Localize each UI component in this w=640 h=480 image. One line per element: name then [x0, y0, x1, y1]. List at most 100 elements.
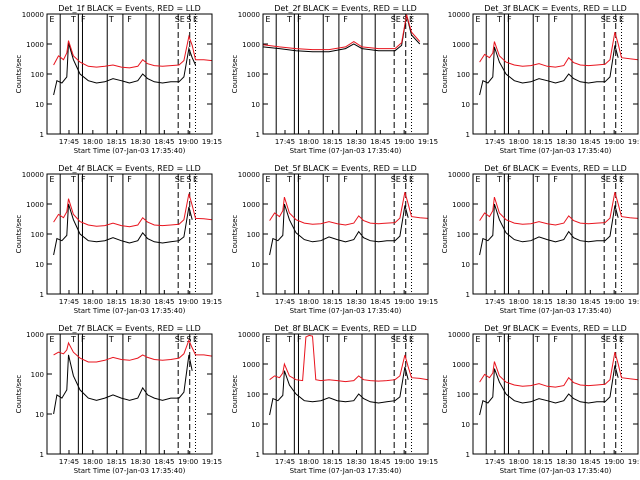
- interval-marker: E: [396, 15, 401, 24]
- y-axis-label: Counts/sec: [441, 375, 449, 414]
- lld-series-line: [53, 338, 213, 363]
- interval-marker: S: [175, 15, 180, 24]
- plot-frame: [46, 173, 213, 295]
- x-tick-label: 19:00: [604, 138, 624, 146]
- x-tick-label: 19:00: [394, 138, 414, 146]
- x-tick-label: 19:00: [178, 458, 198, 466]
- interval-marker: S: [175, 335, 180, 344]
- y-tick-label: 10000: [22, 11, 44, 19]
- panel-title: Det_4f BLACK = Events, RED = LLD: [58, 164, 201, 173]
- interval-marker: S: [402, 175, 407, 184]
- y-tick-label: 10: [461, 261, 470, 269]
- x-tick-label: 18:15: [323, 298, 343, 306]
- interval-marker: T: [324, 335, 330, 344]
- y-tick-label: 100: [247, 231, 260, 239]
- y-tick-label: 1000: [452, 361, 470, 369]
- y-tick-label: 1: [466, 131, 470, 139]
- x-tick-label: 19:15: [202, 298, 222, 306]
- x-axis-label: Start Time (07-Jan-03 17:35:40): [74, 467, 186, 475]
- interval-marker: F: [553, 335, 558, 344]
- plot-frame: [472, 173, 639, 295]
- y-tick-label: 1: [40, 291, 44, 299]
- y-tick-label: 10000: [238, 11, 260, 19]
- x-tick-label: 18:45: [370, 298, 390, 306]
- x-axis-label: Start Time (07-Jan-03 17:35:40): [500, 467, 612, 475]
- x-tick-label: 18:15: [533, 298, 553, 306]
- x-tick-label: 18:15: [533, 458, 553, 466]
- interval-marker: F: [81, 335, 86, 344]
- events-series-line: [479, 45, 619, 96]
- detector-panel: Det_9f BLACK = Events, RED = LLD 1 10 100 10…: [441, 324, 640, 475]
- panel-title: Det_5f BLACK = Events, RED = LLD: [274, 164, 417, 173]
- interval-marker: E: [193, 335, 198, 344]
- y-tick-label: 1: [40, 131, 44, 139]
- interval-marker: F: [553, 15, 558, 24]
- y-tick-label: 1: [256, 451, 260, 459]
- plot-frame: [472, 13, 639, 135]
- x-tick-label: 18:30: [130, 138, 150, 146]
- interval-marker: F: [343, 335, 348, 344]
- events-series-line: [269, 203, 409, 256]
- interval-marker: F: [343, 15, 348, 24]
- y-axis-label: Counts/sec: [441, 215, 449, 254]
- x-tick-label: 18:45: [154, 458, 174, 466]
- interval-marker: E: [475, 175, 480, 184]
- interval-marker: T: [324, 175, 330, 184]
- y-tick-label: 100: [31, 231, 44, 239]
- x-tick-label: 17:45: [59, 458, 79, 466]
- interval-marker: S: [391, 15, 396, 24]
- lld-series-line: [479, 31, 639, 68]
- y-tick-label: 100: [457, 231, 470, 239]
- interval-marker: S: [186, 15, 191, 24]
- y-axis-label: Counts/sec: [231, 375, 239, 414]
- x-tick-label: 18:00: [299, 458, 319, 466]
- interval-marker: E: [409, 15, 414, 24]
- interval-marker: T: [286, 15, 292, 24]
- y-tick-label: 1000: [242, 41, 260, 49]
- interval-marker: T: [534, 175, 540, 184]
- x-tick-label: 18:30: [556, 458, 576, 466]
- interval-marker: S: [601, 15, 606, 24]
- y-tick-label: 1000: [242, 201, 260, 209]
- x-tick-label: 18:00: [83, 458, 103, 466]
- interval-marker: E: [606, 175, 611, 184]
- events-series-line: [269, 366, 409, 416]
- x-tick-label: 18:15: [107, 138, 127, 146]
- x-tick-label: 18:45: [154, 138, 174, 146]
- x-tick-label: 18:00: [83, 138, 103, 146]
- x-tick-label: 19:00: [178, 138, 198, 146]
- interval-marker: T: [534, 335, 540, 344]
- y-axis-label: Counts/sec: [441, 55, 449, 94]
- x-tick-label: 18:15: [533, 138, 553, 146]
- y-tick-label: 100: [247, 71, 260, 79]
- x-tick-label: 17:45: [59, 298, 79, 306]
- y-tick-label: 10: [35, 411, 44, 419]
- interval-marker: F: [297, 15, 302, 24]
- interval-marker: S: [402, 15, 407, 24]
- x-tick-label: 18:15: [107, 298, 127, 306]
- y-axis-label: Counts/sec: [231, 215, 239, 254]
- y-tick-label: 10: [461, 101, 470, 109]
- x-tick-label: 19:15: [418, 298, 438, 306]
- interval-marker: F: [81, 175, 86, 184]
- x-tick-label: 19:15: [418, 458, 438, 466]
- y-tick-label: 10000: [448, 171, 470, 179]
- y-tick-label: 1: [256, 131, 260, 139]
- panel-title: Det_2f BLACK = Events, RED = LLD: [274, 4, 417, 13]
- interval-marker: T: [70, 175, 76, 184]
- x-tick-label: 19:15: [628, 138, 640, 146]
- y-tick-label: 10000: [238, 171, 260, 179]
- panel-title: Det_1f BLACK = Events, RED = LLD: [58, 4, 201, 13]
- y-axis-label: Counts/sec: [15, 55, 23, 94]
- x-tick-label: 19:15: [202, 138, 222, 146]
- interval-marker: T: [108, 15, 114, 24]
- y-axis-label: Counts/sec: [15, 375, 23, 414]
- y-tick-label: 10: [35, 261, 44, 269]
- events-series-line: [53, 203, 193, 256]
- interval-marker: F: [507, 335, 512, 344]
- interval-marker: T: [286, 175, 292, 184]
- interval-marker: S: [391, 175, 396, 184]
- interval-marker: T: [324, 15, 330, 24]
- x-tick-label: 18:45: [154, 298, 174, 306]
